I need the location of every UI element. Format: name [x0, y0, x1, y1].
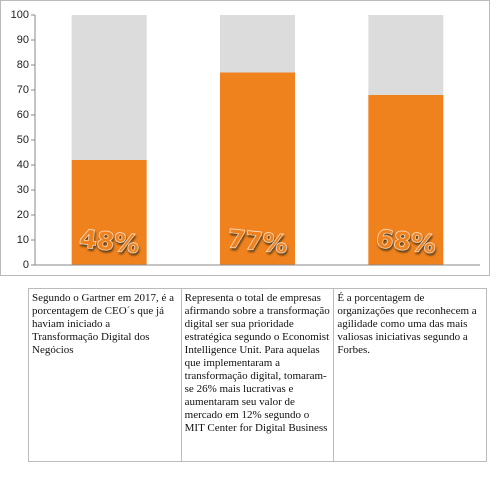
y-tick-label: 90: [17, 34, 29, 46]
y-tick-label: 30: [17, 184, 29, 196]
table-cell: Representa o total de empresas afirmando…: [180, 288, 335, 462]
bar: [220, 72, 295, 265]
y-tick-label: 60: [17, 109, 29, 121]
y-tick-label: 70: [17, 84, 29, 96]
y-tick-label: 50: [17, 134, 29, 146]
y-tick-label: 80: [17, 59, 29, 71]
bar-annotation: 68%: [375, 224, 438, 259]
y-tick-label: 20: [17, 209, 29, 221]
y-tick-label: 10: [17, 234, 29, 246]
bar: [71, 160, 147, 265]
table-cell: É a porcentagem de organizações que reco…: [333, 288, 487, 462]
bar: [220, 15, 295, 73]
bar: [368, 15, 444, 95]
annotation-group: 48%: [77, 223, 141, 259]
bar: [71, 15, 147, 160]
y-tick-label: 100: [11, 9, 29, 21]
bar-annotation: 77%: [226, 224, 289, 259]
y-tick-label: 40: [17, 159, 29, 171]
table-cell: Segundo o Gartner em 2017, é a porcentag…: [28, 288, 182, 462]
bar-annotation: 48%: [78, 224, 141, 259]
annotation-group: 77%: [226, 223, 290, 259]
info-table: Segundo o Gartner em 2017, é a porcentag…: [28, 288, 487, 462]
y-tick-label: 0: [23, 259, 29, 271]
annotation-group: 68%: [374, 223, 438, 259]
bar: [368, 95, 444, 265]
chart: 0 10 20 30 40 50 60 70 80 90 100 48% 77% 68%: [0, 0, 490, 276]
